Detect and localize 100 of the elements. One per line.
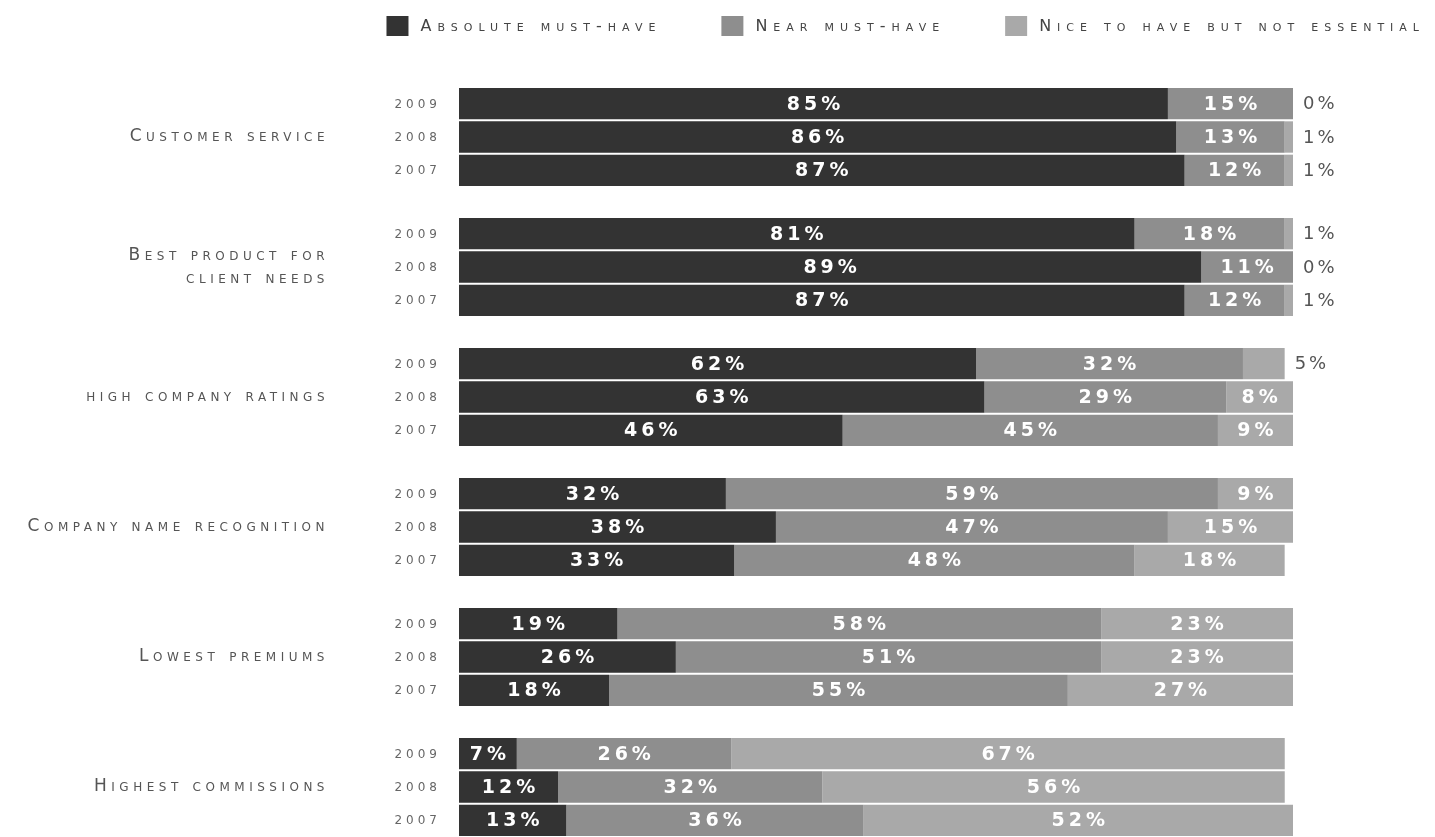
data-label: 32% [565, 481, 624, 504]
y-tick-label: 2007 [394, 683, 441, 698]
data-label: 7% [469, 741, 511, 764]
data-label: 36% [688, 808, 746, 831]
bar [459, 251, 1202, 283]
bar [459, 771, 559, 803]
data-label: 12% [481, 774, 540, 797]
data-label: 52% [1051, 808, 1110, 831]
bar [459, 154, 1185, 186]
data-label: 1% [1303, 125, 1338, 147]
data-label: 18% [507, 678, 565, 701]
data-label: 33% [569, 548, 628, 571]
data-label: 46% [624, 418, 682, 441]
bar [822, 771, 1285, 803]
bar [617, 608, 1102, 640]
bar [459, 608, 618, 640]
data-label: 23% [1170, 611, 1228, 634]
bar [459, 414, 843, 446]
bar [558, 771, 823, 803]
data-label: 13% [485, 808, 544, 831]
bar [1167, 88, 1293, 120]
y-tick-label: 2008 [394, 780, 441, 795]
data-label: 26% [540, 644, 599, 667]
legend-label: Absolute must-have [420, 16, 662, 36]
bar [1201, 251, 1293, 283]
y-tick-label: 2008 [394, 260, 441, 275]
y-axis-title: Customer service [129, 125, 329, 146]
data-label: 0% [1303, 255, 1338, 277]
data-label: 85% [786, 91, 845, 114]
data-label: 26% [597, 741, 655, 764]
bar [775, 511, 1168, 543]
data-label: 15% [1203, 91, 1262, 114]
data-label: 62% [690, 351, 749, 374]
bar [1176, 121, 1285, 153]
y-tick-label: 2008 [394, 390, 441, 405]
y-tick-label: 2009 [394, 746, 441, 761]
data-label: 18% [1182, 221, 1241, 244]
y-tick-label: 2009 [394, 96, 441, 111]
data-label: 38% [590, 514, 649, 537]
y-tick-label: 2007 [394, 163, 441, 178]
y-tick-label: 2008 [394, 130, 441, 145]
data-label: 29% [1078, 384, 1137, 407]
data-label: 1% [1303, 289, 1338, 311]
data-label: 15% [1203, 514, 1262, 537]
bar [1284, 121, 1293, 153]
data-label: 5% [1294, 352, 1330, 374]
bar [459, 478, 726, 510]
y-tick-label: 2008 [394, 650, 441, 665]
bar [459, 218, 1135, 250]
data-label: 8% [1241, 384, 1282, 407]
bar [1284, 284, 1293, 316]
bar [1167, 511, 1293, 543]
bar [1134, 218, 1285, 250]
data-label: 56% [1026, 774, 1085, 797]
bar [675, 641, 1102, 673]
y-tick-label: 2009 [394, 616, 441, 631]
data-label: 87% [795, 288, 853, 311]
bar [1134, 544, 1285, 576]
y-axis-title: high company ratings [86, 385, 329, 406]
bar [516, 738, 732, 770]
bar [1284, 154, 1293, 186]
bar [459, 511, 776, 543]
data-label: 32% [1082, 351, 1141, 374]
y-tick-label: 2007 [394, 553, 441, 568]
data-label: 9% [1237, 418, 1278, 441]
bar [459, 674, 610, 706]
data-label: 1% [1303, 222, 1338, 244]
data-label: 47% [945, 514, 1003, 537]
bar [1067, 674, 1293, 706]
data-label: 89% [803, 254, 861, 277]
data-label: 67% [981, 741, 1039, 764]
bar [459, 381, 985, 413]
data-label: 63% [694, 384, 753, 407]
data-label: 87% [795, 158, 853, 181]
bar [459, 348, 977, 380]
data-label: 19% [511, 611, 569, 634]
data-label: 55% [811, 678, 870, 701]
data-label: 45% [1003, 418, 1062, 441]
bar [1284, 218, 1293, 250]
y-tick-label: 2007 [394, 813, 441, 828]
data-label: 81% [770, 221, 828, 244]
bar [1242, 348, 1285, 380]
y-axis-title: Lowest premiums [138, 645, 329, 666]
data-label: 58% [832, 611, 891, 634]
data-label: 32% [663, 774, 721, 797]
data-label: 12% [1207, 288, 1266, 311]
y-tick-label: 2008 [394, 520, 441, 535]
bar [459, 544, 735, 576]
bar [734, 544, 1135, 576]
y-tick-label: 2007 [394, 293, 441, 308]
bar [459, 641, 676, 673]
data-label: 1% [1303, 159, 1338, 181]
y-axis-title: Best product for client needs [128, 243, 329, 287]
bar [731, 738, 1285, 770]
data-label: 48% [907, 548, 966, 571]
y-tick-label: 2007 [394, 423, 441, 438]
data-label: 18% [1182, 548, 1241, 571]
data-label: 11% [1220, 254, 1278, 277]
legend-label: Near must-have [755, 16, 946, 36]
bar [459, 88, 1168, 120]
